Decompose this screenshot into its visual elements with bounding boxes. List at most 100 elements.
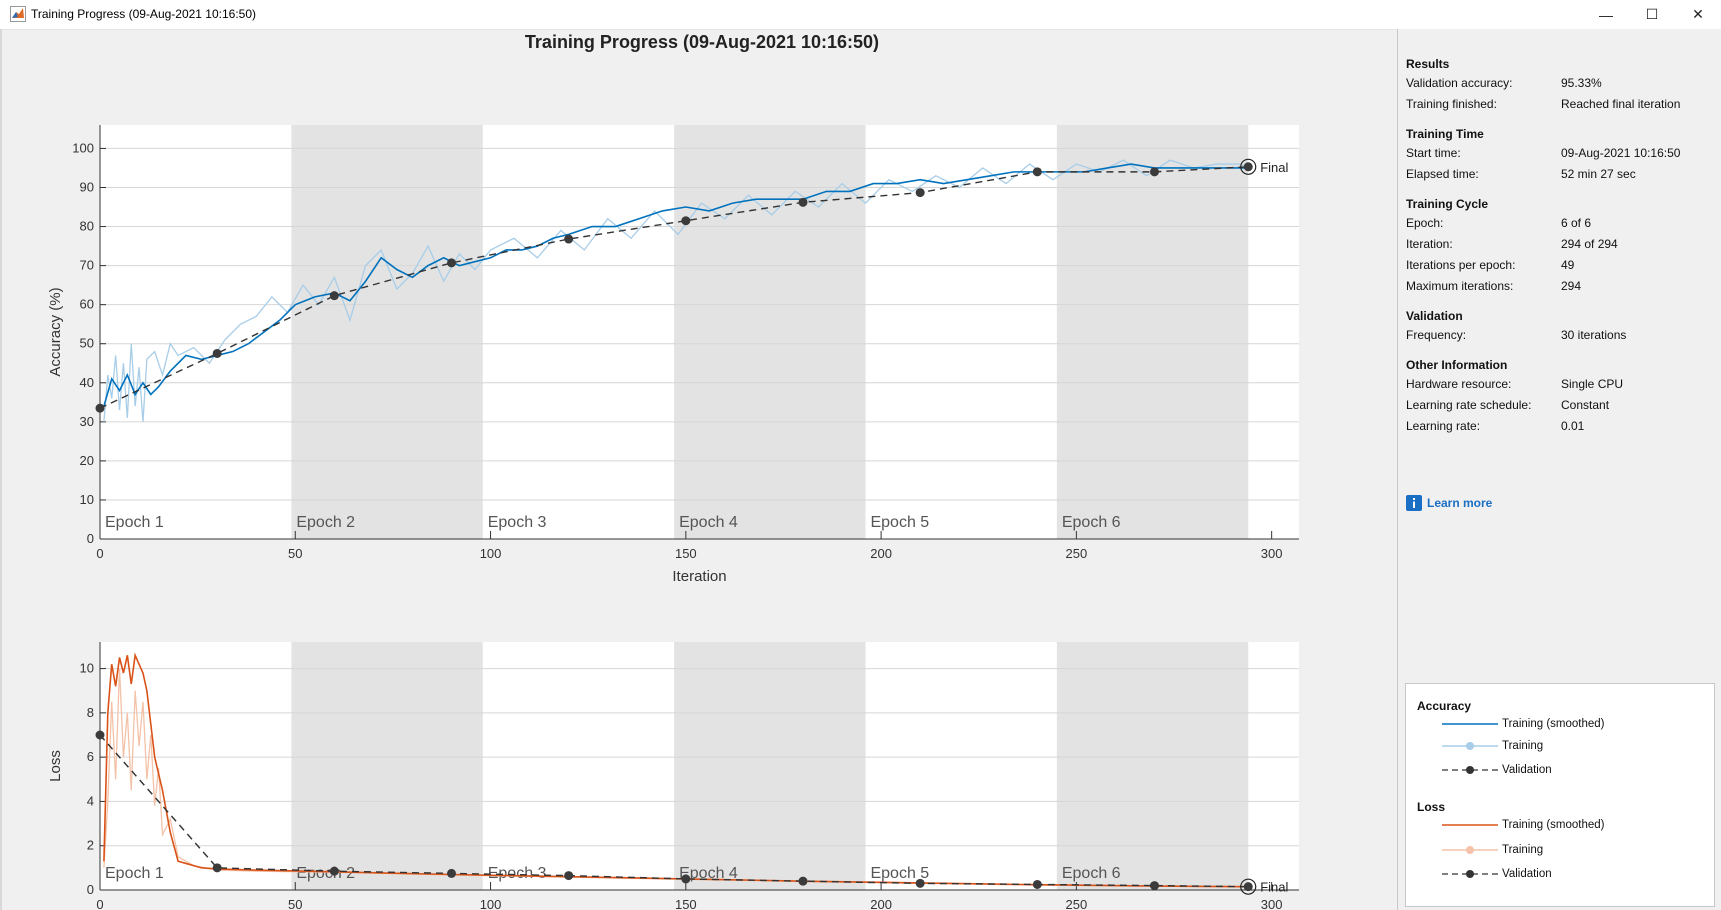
legend-loss-smoothed-label: Training (smoothed) <box>1502 819 1605 831</box>
learn-more-label: Learn more <box>1427 496 1493 510</box>
info-value: 294 <box>1561 279 1582 293</box>
acc-ylabel: Accuracy (%) <box>47 287 64 376</box>
info-label: Learning rate schedule: <box>1406 398 1532 412</box>
maximize-icon: ☐ <box>1645 6 1659 22</box>
minimize-button[interactable]: — <box>1583 0 1629 29</box>
x-tick-label: 300 <box>1261 546 1283 561</box>
info-value: 30 iterations <box>1561 328 1627 342</box>
info-label: Training finished: <box>1406 97 1497 111</box>
y-tick-label: 8 <box>87 705 94 720</box>
epoch-label: Epoch 1 <box>105 865 164 882</box>
acc-final-marker <box>1240 158 1257 175</box>
legend-acc-smoothed-label: Training (smoothed) <box>1502 718 1605 730</box>
epoch-shade <box>1056 642 1249 890</box>
plot-area: Training Progress (09-Aug-2021 10:16:50)… <box>2 29 1397 910</box>
epoch-label: Epoch 4 <box>679 865 738 882</box>
legend-acc-training-swatch <box>1442 742 1498 750</box>
epoch-label: Epoch 5 <box>870 865 929 882</box>
y-tick-label: 50 <box>80 336 94 351</box>
info-value: Single CPU <box>1561 377 1624 391</box>
info-label: Validation accuracy: <box>1406 76 1513 90</box>
info-icon <box>1406 495 1422 511</box>
legend: Accuracy Training (smoothed) Training Va… <box>1405 683 1715 907</box>
info-value: 0.01 <box>1561 419 1585 433</box>
loss-validation-point <box>681 874 691 884</box>
matlab-app-icon <box>10 6 26 22</box>
info-value: 49 <box>1561 258 1575 272</box>
training-charts: Epoch 1 Epoch 2 Epoch 3 Epoch 4 Epoch 5 Epoch… <box>47 125 1299 910</box>
acc-validation-point <box>681 216 691 226</box>
acc-validation-point <box>1032 167 1042 177</box>
loss-final-marker <box>1240 878 1257 895</box>
epoch-shade <box>1056 125 1249 539</box>
loss-validation-point <box>1032 879 1042 889</box>
x-tick-label: 250 <box>1066 546 1088 561</box>
chart-title: Training Progress (09-Aug-2021 10:16:50) <box>524 32 880 52</box>
epoch-shade <box>674 125 866 539</box>
y-tick-label: 0 <box>87 882 94 897</box>
y-tick-label: 2 <box>87 838 94 853</box>
maximize-button[interactable]: ☐ <box>1629 0 1675 29</box>
y-tick-label: 6 <box>87 749 94 764</box>
loss-validation-line <box>99 734 1249 888</box>
y-tick-label: 60 <box>80 297 94 312</box>
info-value: 294 of 294 <box>1561 237 1618 251</box>
section-heading: Training Cycle <box>1406 197 1489 211</box>
acc-validation-line <box>99 166 1249 409</box>
epoch-shade <box>291 642 483 890</box>
info-label: Epoch: <box>1406 216 1444 230</box>
info-label: Frequency: <box>1406 328 1467 342</box>
loss-validation-point <box>212 863 222 873</box>
info-value: 95.33% <box>1561 76 1602 90</box>
loss-ylabel: Loss <box>47 750 64 782</box>
loss-validation-point <box>564 871 574 881</box>
info-value: 09-Aug-2021 10:16:50 <box>1561 146 1681 160</box>
legend-loss-smoothed-swatch <box>1442 824 1498 826</box>
info-value: 52 min 27 sec <box>1561 167 1636 181</box>
legend-loss-training-label: Training <box>1502 844 1544 856</box>
x-tick-label: 50 <box>288 897 302 910</box>
acc-validation-point <box>329 291 339 301</box>
loss-validation-point <box>95 730 105 740</box>
x-tick-label: 300 <box>1261 897 1283 910</box>
info-label: Start time: <box>1406 146 1461 160</box>
legend-loss-training-swatch <box>1442 846 1498 854</box>
epoch-label: Epoch 3 <box>488 514 547 531</box>
epoch-label: Epoch 5 <box>870 514 929 531</box>
info-value: Reached final iteration <box>1561 97 1681 111</box>
section-heading: Validation <box>1406 309 1463 323</box>
x-tick-label: 150 <box>675 546 697 561</box>
info-label: Learning rate: <box>1406 419 1481 433</box>
x-tick-label: 0 <box>96 897 103 910</box>
acc-xlabel: Iteration <box>672 568 726 585</box>
loss-validation-point <box>446 868 456 878</box>
acc-validation-point <box>798 197 808 207</box>
legend-acc-smoothed-swatch <box>1442 723 1498 725</box>
section-heading: Results <box>1406 57 1450 71</box>
y-tick-label: 30 <box>80 414 94 429</box>
legend-acc-validation-swatch <box>1442 766 1498 774</box>
loss-validation-point <box>1149 881 1159 891</box>
y-tick-label: 70 <box>80 258 94 273</box>
x-tick-label: 200 <box>870 897 892 910</box>
learn-more-link[interactable]: Learn more <box>1406 495 1492 511</box>
acc-validation-point <box>446 258 456 268</box>
acc-validation-point <box>1149 167 1159 177</box>
x-tick-label: 100 <box>480 546 502 561</box>
legend-accuracy-heading: Accuracy <box>1417 699 1472 713</box>
x-tick-label: 0 <box>96 546 103 561</box>
acc-validation-point <box>1243 162 1253 172</box>
loss-validation-point <box>798 876 808 886</box>
y-tick-label: 10 <box>80 661 94 676</box>
epoch-label: Epoch 2 <box>296 514 355 531</box>
title-bar: Training Progress (09-Aug-2021 10:16:50)… <box>0 0 1721 30</box>
legend-loss-validation-swatch <box>1442 870 1498 878</box>
close-button[interactable]: ✕ <box>1675 0 1721 29</box>
acc-training-line <box>103 159 1249 422</box>
acc-chart: Epoch 1 Epoch 2 Epoch 3 Epoch 4 Epoch 5 Epoch… <box>47 125 1299 585</box>
acc-final-label: Final <box>1260 160 1288 175</box>
section-heading: Training Time <box>1406 127 1484 141</box>
epoch-label: Epoch 3 <box>488 865 547 882</box>
acc-validation-point <box>212 348 222 358</box>
loss-validation-point <box>329 866 339 876</box>
